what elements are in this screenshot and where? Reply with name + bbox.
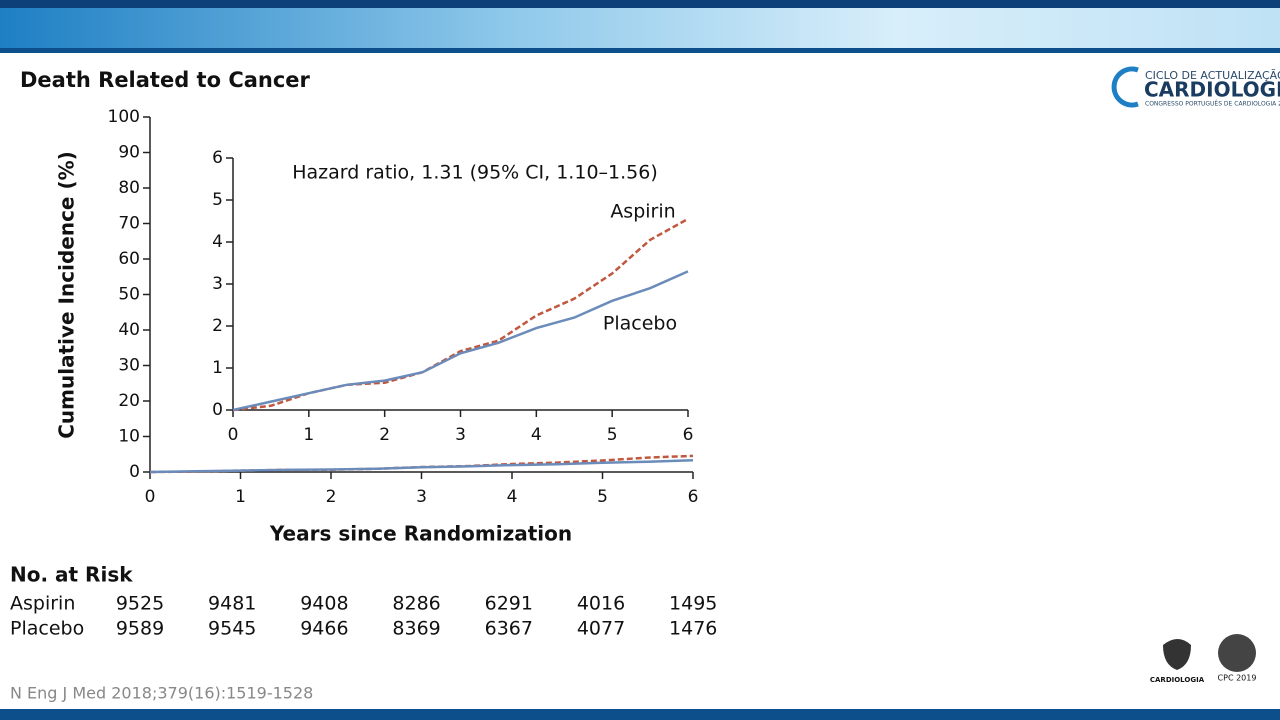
risk-row-name: Placebo	[10, 618, 84, 640]
x-tick-label: 3	[416, 487, 427, 507]
series-label: Aspirin	[610, 201, 675, 223]
risk-value: 9545	[208, 618, 256, 640]
y-tick-label: 60	[118, 249, 140, 269]
risk-value: 6291	[485, 593, 533, 615]
y-tick-label: 50	[118, 285, 140, 305]
slide-title: Death Related to Cancer	[20, 68, 311, 92]
series-label: Placebo	[603, 313, 677, 335]
risk-value: 9589	[116, 618, 164, 640]
x-tick-label: 5	[607, 425, 618, 445]
y-tick-label: 100	[108, 107, 140, 127]
series-line	[232, 217, 689, 412]
x-tick-label: 6	[683, 425, 694, 445]
logo-text: CARDIOLOGIA	[1150, 676, 1205, 684]
y-tick-label: 0	[212, 400, 223, 420]
logo-top: CICLO DE ACTUALIZAÇÃO CARDIOLOGIA CONGRE…	[1111, 66, 1280, 108]
x-tick-label: 2	[379, 425, 390, 445]
banner	[0, 8, 1280, 48]
y-tick-label: 90	[118, 143, 140, 163]
y-tick-label: 80	[118, 178, 140, 198]
logo-text: CONGRESSO PORTUGUÊS DE CARDIOLOGIA 2019	[1145, 100, 1280, 108]
y-tick-label: 10	[118, 427, 140, 447]
y-tick-label: 30	[118, 356, 140, 376]
risk-value: 4016	[577, 593, 625, 615]
risk-value: 8369	[392, 618, 440, 640]
logo-heart	[1163, 639, 1191, 670]
y-tick-label: 40	[118, 320, 140, 340]
x-tick-label: 2	[326, 487, 337, 507]
y-tick-label: 5	[212, 190, 223, 210]
risk-value: 8286	[392, 593, 440, 615]
y-tick-label: 3	[212, 274, 223, 294]
x-tick-label: 4	[507, 487, 518, 507]
y-tick-label: 1	[212, 358, 223, 378]
logo-circle	[1218, 634, 1256, 672]
x-tick-label: 3	[455, 425, 466, 445]
y-tick-label: 2	[212, 316, 223, 336]
x-tick-label: 1	[235, 487, 246, 507]
logo-bottom: CARDIOLOGIA CPC 2019	[1150, 634, 1257, 684]
y-tick-label: 4	[212, 232, 223, 252]
risk-title: No. at Risk	[10, 563, 133, 587]
annotation: Hazard ratio, 1.31 (95% CI, 1.10–1.56)	[292, 162, 658, 184]
banner-edge	[0, 48, 1280, 53]
logo-arc	[1111, 66, 1139, 108]
x-tick-label: 0	[145, 487, 156, 507]
y-tick-label: 70	[118, 214, 140, 234]
banner-top	[0, 0, 1280, 8]
risk-value: 9466	[300, 618, 348, 640]
citation: N Eng J Med 2018;379(16):1519-1528	[10, 684, 313, 703]
logo-text: CPC 2019	[1218, 674, 1257, 683]
x-tick-label: 6	[688, 487, 699, 507]
x-tick-label: 4	[531, 425, 542, 445]
y-tick-label: 6	[212, 148, 223, 168]
risk-value: 4077	[577, 618, 625, 640]
y-axis-label: Cumulative Incidence (%)	[55, 151, 79, 439]
risk-value: 9481	[208, 593, 256, 615]
risk-value: 9408	[300, 593, 348, 615]
logo-text: CARDIOLOGIA	[1144, 78, 1280, 102]
risk-value: 6367	[485, 618, 533, 640]
series-line	[149, 459, 694, 474]
y-tick-label: 20	[118, 391, 140, 411]
x-axis-label: Years since Randomization	[269, 522, 572, 546]
risk-row-name: Aspirin	[10, 593, 75, 615]
risk-value: 1495	[669, 593, 717, 615]
x-tick-label: 5	[597, 487, 608, 507]
footer-bar	[0, 709, 1280, 720]
series-line	[232, 270, 689, 412]
risk-value: 9525	[116, 593, 164, 615]
y-tick-label: 0	[129, 462, 140, 482]
x-tick-label: 0	[228, 425, 239, 445]
x-tick-label: 1	[303, 425, 314, 445]
risk-value: 1476	[669, 618, 717, 640]
logo-text: CICLO DE ACTUALIZAÇÃO	[1145, 69, 1280, 82]
